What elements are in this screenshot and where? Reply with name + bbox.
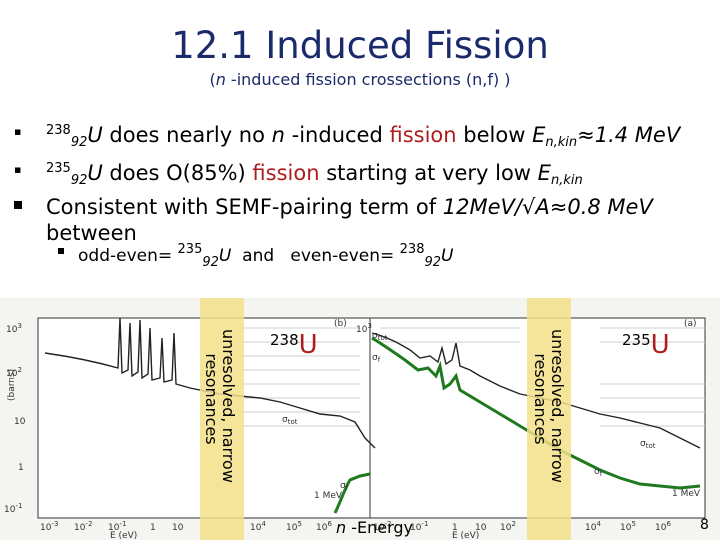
svg-text:1: 1	[18, 463, 24, 473]
right-band-label-line1: unresolved, narrow	[548, 329, 567, 483]
bullet-1-energy: E	[532, 123, 546, 147]
svg-text:(barns): (barns)	[7, 369, 17, 401]
sub-bullet-mass-2: 238	[399, 242, 425, 257]
svg-text:E (eV): E (eV)	[452, 531, 479, 540]
bullet-marker-icon: ▪	[14, 125, 22, 138]
right-band-label-line2: resonances	[531, 353, 550, 445]
sub-bullet-element-1: U	[218, 246, 232, 266]
right-isotope-label: 235U	[622, 330, 670, 360]
right-isotope-mass: 235	[622, 331, 651, 349]
page-number: 8	[700, 517, 709, 533]
right-sigma-tot-curve	[371, 332, 701, 449]
bullet-1-energy-sub: n,kin	[545, 135, 578, 150]
sub-bullet-z-2: 92	[424, 255, 442, 270]
sub-bullet-mass-1: 235	[177, 242, 203, 257]
svg-text:σtot: σtot	[282, 415, 298, 426]
bullet-3-text-1: Consistent with SEMF-pairing term of	[46, 195, 443, 219]
bullet-1-mass: 238	[46, 123, 71, 138]
left-isotope-mass: 238	[270, 331, 299, 349]
svg-text:E (eV): E (eV)	[110, 531, 137, 540]
bullet-square-icon	[14, 201, 22, 209]
cross-section-figure: 103 102 10 1 10-1 10-3 10-2 10-1 1 10 10…	[0, 298, 720, 540]
x-axis-caption-rest: -Energy	[346, 518, 414, 537]
subtitle-rest: -induced fission crossections (n,f) )	[225, 70, 511, 89]
right-band-label: unresolved, narrow resonances	[531, 329, 567, 483]
bullet-2-energy: E	[537, 161, 551, 185]
svg-text:1: 1	[452, 523, 458, 533]
svg-text:10: 10	[172, 523, 184, 533]
x-axis-caption: n -Energy	[336, 518, 413, 537]
left-isotope-label: 238U	[270, 330, 318, 360]
sub-bullet-text-1: odd-even=	[78, 246, 178, 266]
sub-bullet-z-1: 92	[202, 255, 219, 270]
svg-text:σf: σf	[340, 481, 349, 492]
svg-text:(a): (a)	[684, 319, 697, 329]
right-isotope-element: U	[650, 330, 670, 360]
subtitle-open: (	[209, 70, 216, 89]
bullet-3-formula: 12MeV/√A≈0.8 MeV	[442, 195, 653, 219]
bullet-marker-icon: ▪	[14, 163, 22, 176]
x-axis-caption-n: n	[336, 518, 347, 537]
sub-bullet-text-2: and even-even=	[231, 246, 400, 266]
bullet-2-energy-sub: n,kin	[550, 173, 583, 188]
svg-text:σtot: σtot	[640, 439, 656, 450]
bullet-1: ▪ 23892U does nearly no n -induced fissi…	[14, 118, 714, 156]
left-band-label: unresolved, narrow resonances	[202, 329, 238, 483]
left-isotope-element: U	[298, 330, 318, 360]
left-sigma-tot-curve	[44, 317, 376, 449]
svg-text:10: 10	[14, 417, 26, 427]
svg-text:1 MeV: 1 MeV	[314, 491, 343, 501]
bullet-2-element: U	[87, 161, 103, 185]
sub-bullet: odd-even= 23592U and even-even= 23892U	[58, 242, 453, 270]
bullet-1-fission: fission	[389, 123, 457, 147]
bullet-list: ▪ 23892U does nearly no n -induced fissi…	[14, 118, 714, 246]
bullet-2-text-2: starting at very low	[319, 161, 538, 185]
bullet-2-z: 92	[70, 173, 88, 188]
bullet-3: Consistent with SEMF-pairing term of 12M…	[14, 194, 714, 246]
right-resonance-band	[527, 298, 571, 540]
svg-text:10: 10	[475, 523, 487, 533]
bullet-2-mass: 235	[46, 161, 71, 176]
page-title: 12.1 Induced Fission	[171, 24, 549, 67]
subtitle-n: n	[215, 70, 226, 89]
bullet-2: ▪ 23592U does O(85%) fission starting at…	[14, 156, 714, 194]
svg-text:σf: σf	[372, 353, 381, 364]
svg-text:1: 1	[150, 523, 156, 533]
left-band-label-line2: resonances	[202, 353, 221, 445]
bullet-1-element: U	[87, 123, 103, 147]
sub-bullet-square-icon	[58, 248, 64, 254]
right-sigma-f-curve	[371, 336, 701, 490]
bullet-2-text-1: does O(85%)	[102, 161, 253, 185]
plot-annotations: (barns) (b) (a) σtot σf σtot σf σtot σf …	[7, 319, 701, 540]
bullet-1-n: n	[271, 123, 285, 147]
bullet-1-text-2: -induced	[284, 123, 390, 147]
bullet-1-text-4: ≈1.4 MeV	[577, 123, 681, 147]
left-resonance-band	[200, 298, 244, 540]
svg-text:σtot: σtot	[372, 331, 388, 342]
left-band-label-line1: unresolved, narrow	[219, 329, 238, 483]
bullet-2-fission: fission	[252, 161, 320, 185]
svg-text:(b): (b)	[334, 319, 347, 329]
left-sigma-f-curve	[333, 472, 371, 514]
bullet-1-text-1: does nearly no	[102, 123, 272, 147]
svg-text:1 MeV: 1 MeV	[672, 489, 701, 499]
bullet-3-text-2: between	[46, 221, 137, 245]
bullet-1-z: 92	[70, 135, 88, 150]
svg-text:σf: σf	[594, 467, 603, 478]
page-subtitle: (n -induced fission crossections (n,f) )	[0, 70, 720, 89]
sub-bullet-element-2: U	[441, 246, 454, 266]
bullet-1-text-3: below	[456, 123, 533, 147]
